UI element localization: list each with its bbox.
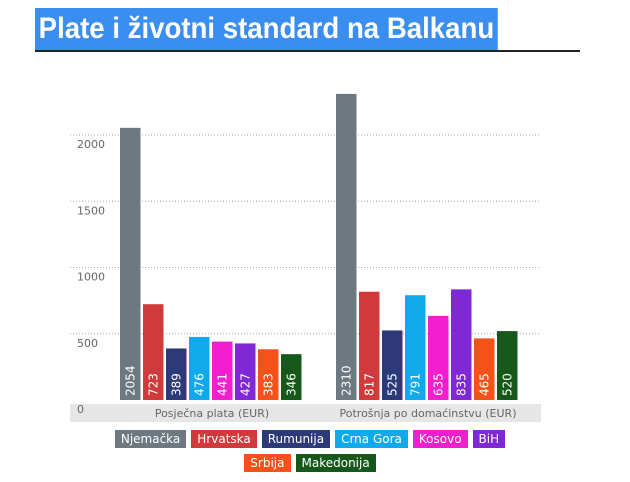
legend-item: Makedonija <box>295 454 376 472</box>
y-tick-label: 500 <box>77 337 98 350</box>
bar <box>120 127 141 400</box>
legend-item: Srbija <box>244 454 291 472</box>
bar <box>382 330 403 400</box>
value-label: 635 <box>431 373 445 396</box>
chart-title: Plate i životni standard na Balkanu <box>35 8 498 50</box>
value-label: 723 <box>146 373 160 396</box>
legend: Njemačka Hrvatska Rumunija Crna Gora Kosovo B… <box>105 430 515 472</box>
bar <box>497 331 518 400</box>
bar <box>428 315 449 400</box>
x-tick-label: Potrošnja po domaćinstvu (EUR) <box>340 407 517 420</box>
title-rule <box>35 50 580 52</box>
x-tick-label: Posječna plata (EUR) <box>155 407 269 420</box>
legend-item: Kosovo <box>412 430 468 448</box>
value-label: 346 <box>284 373 298 396</box>
bar <box>281 354 302 400</box>
bar <box>258 349 279 400</box>
value-label: 525 <box>385 373 399 396</box>
bar <box>474 338 495 400</box>
bar <box>189 336 210 400</box>
legend-item: Crna Gora <box>335 430 408 448</box>
value-label: 2310 <box>339 365 353 396</box>
value-label: 427 <box>238 373 252 396</box>
value-label: 389 <box>169 373 183 396</box>
value-label: 2054 <box>123 365 137 396</box>
value-label: 817 <box>362 373 376 396</box>
y-tick-label: 0 <box>77 403 84 416</box>
value-label: 476 <box>192 373 206 396</box>
legend-item: BiH <box>472 430 506 448</box>
y-tick-label: 1000 <box>77 271 105 284</box>
y-tick-label: 2000 <box>77 138 105 151</box>
legend-item: Rumunija <box>261 430 331 448</box>
bar <box>235 343 256 400</box>
value-label: 383 <box>261 373 275 396</box>
bar <box>359 291 380 400</box>
value-label: 441 <box>215 373 229 396</box>
category-band <box>70 404 541 422</box>
bar <box>166 348 187 400</box>
value-label: 520 <box>500 373 514 396</box>
y-tick-label: 1500 <box>77 204 105 217</box>
bar <box>336 93 357 401</box>
value-label: 465 <box>477 373 491 396</box>
value-label: 835 <box>454 373 468 396</box>
legend-item: Hrvatska <box>191 430 257 448</box>
value-label: 791 <box>408 373 422 396</box>
legend-item: Njemačka <box>114 430 187 448</box>
bar <box>143 304 164 400</box>
bar <box>405 295 426 400</box>
bar <box>451 289 472 400</box>
bar <box>212 341 233 400</box>
